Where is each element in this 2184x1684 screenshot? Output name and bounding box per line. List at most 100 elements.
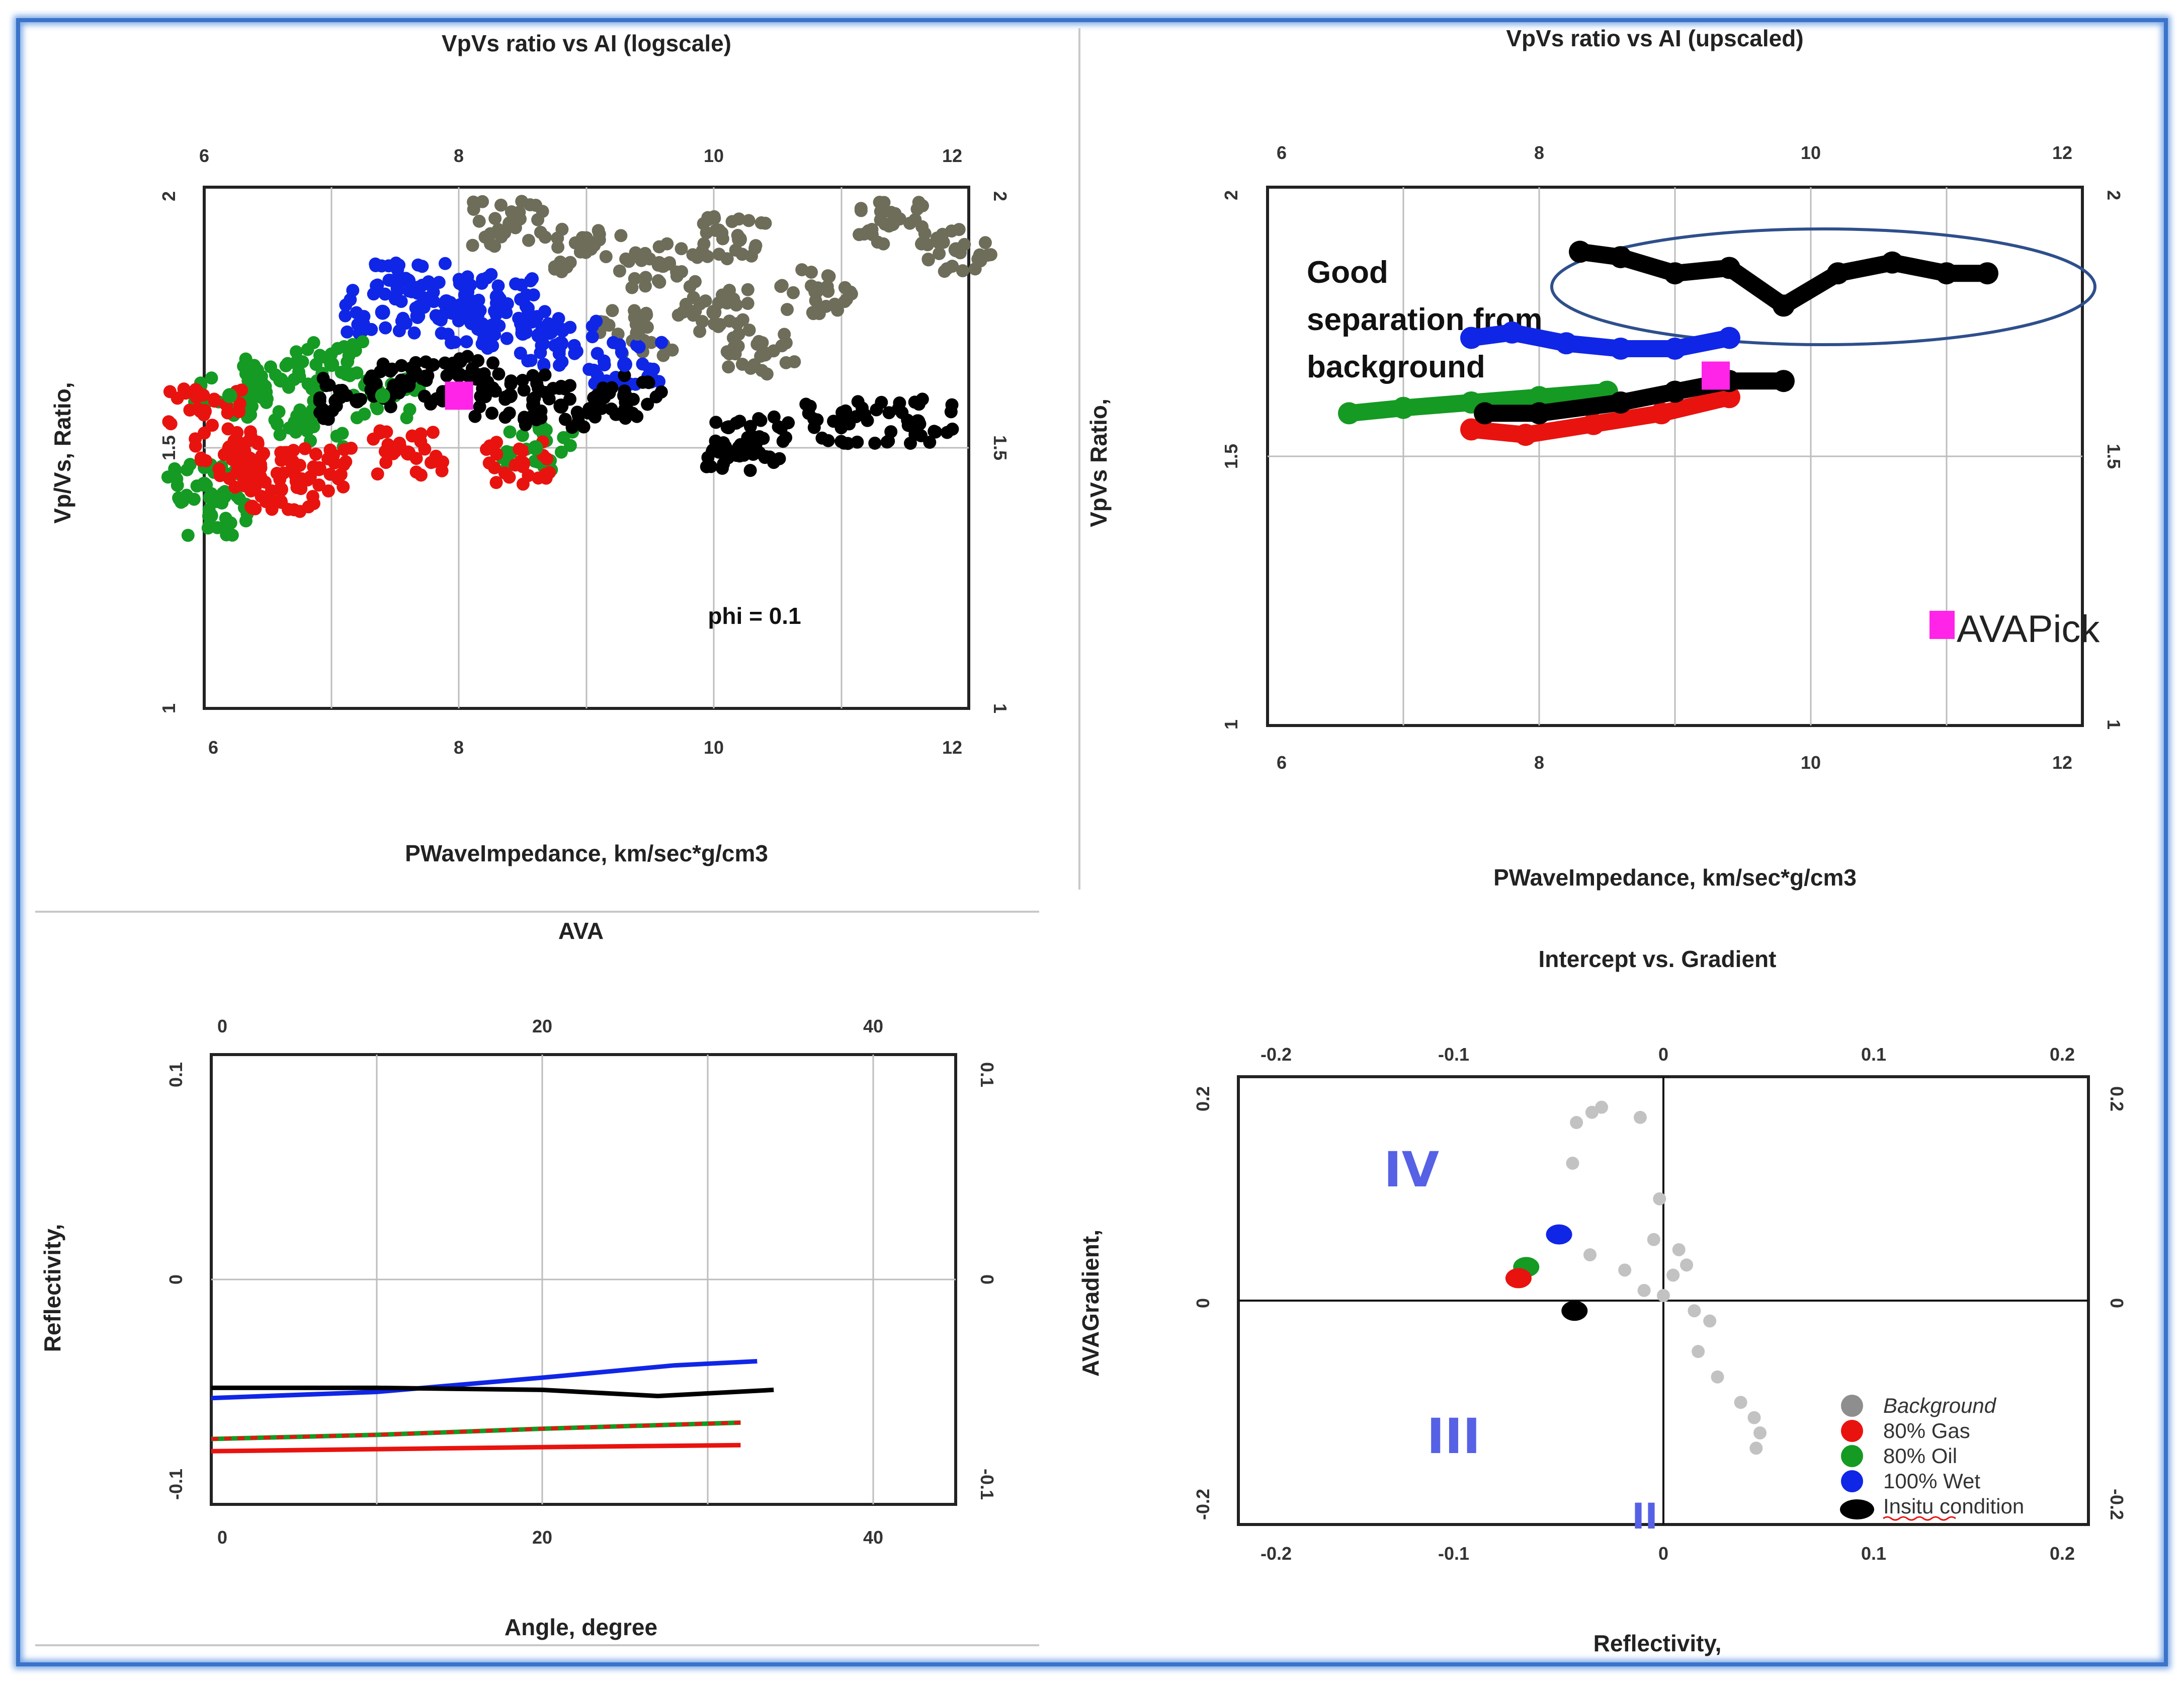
x-tick-bottom: 6	[208, 737, 218, 758]
cloud-point	[313, 391, 326, 405]
cloud-point	[492, 367, 506, 381]
cloud-point	[912, 196, 926, 209]
data-point	[1460, 418, 1482, 441]
cloud-point	[244, 430, 258, 443]
cloud-point	[169, 463, 182, 477]
data-point	[1392, 396, 1414, 419]
x-axis-title: Angle, degree	[505, 1614, 657, 1640]
cloud-point	[554, 445, 568, 459]
cloud-point	[535, 321, 549, 335]
cloud-point	[341, 355, 355, 368]
cloud-point	[518, 411, 531, 424]
data-point	[1546, 1224, 1572, 1245]
cloud-point	[264, 360, 277, 374]
y-tick-right: 1.5	[990, 435, 1011, 460]
y-tick-left: 1.5	[1221, 444, 1241, 469]
cloud-point	[660, 237, 674, 251]
data-point	[1664, 262, 1686, 285]
data-point	[1610, 338, 1632, 360]
cloud-point	[207, 392, 221, 406]
y-tick-left: -0.1	[165, 1469, 186, 1500]
data-point	[197, 476, 212, 492]
cloud-point	[298, 442, 312, 455]
cloud-point	[807, 307, 820, 320]
data-point	[732, 231, 747, 247]
gridlines	[211, 1055, 956, 1504]
x-tick-top: 6	[1277, 142, 1287, 163]
cloud-point	[454, 306, 468, 319]
cloud-point	[973, 248, 986, 262]
cloud-point	[530, 377, 544, 390]
cloud-point	[644, 336, 658, 349]
cloud-point	[696, 315, 709, 328]
cloud-point	[404, 361, 418, 375]
x-axis-title: PWaveImpedance, km/sec*g/cm3	[405, 840, 768, 866]
data-point	[324, 357, 340, 372]
data-point	[1936, 262, 1958, 285]
data-point	[375, 388, 390, 404]
chart-intercept-gradient: Intercept vs. Gradient -0.2 -0.1 0 0.1 0…	[1077, 946, 2127, 1656]
legend-label: 80% Gas	[1883, 1419, 1970, 1442]
cloud-point	[560, 260, 573, 274]
y-tick-right: 0	[977, 1274, 997, 1285]
chart-title: AVA	[558, 918, 604, 944]
y-tick-right: -0.1	[977, 1469, 997, 1500]
cloud-point	[339, 298, 353, 312]
data-point	[732, 440, 747, 455]
cloud-point	[290, 345, 303, 359]
cloud-point	[778, 328, 791, 341]
cloud-point	[839, 404, 853, 418]
cloud-point	[754, 216, 768, 229]
legend: Background 80% Gas 80% Oil 100% Wet Insi…	[1840, 1394, 2024, 1521]
ava-pick-point	[445, 381, 473, 410]
legend-swatch	[1841, 1420, 1863, 1442]
cloud-point	[641, 375, 654, 389]
legend-label: 80% Oil	[1883, 1444, 1957, 1468]
cloud-point	[346, 338, 360, 351]
cloud-point	[577, 231, 591, 245]
data-point	[1569, 240, 1591, 263]
data-point	[553, 336, 569, 351]
x-tick-bottom: 10	[1801, 752, 1821, 773]
cloud-point	[183, 404, 197, 417]
cloud-point	[472, 214, 486, 228]
data-point	[1703, 1314, 1717, 1328]
cloud-point	[351, 317, 365, 331]
cloud-point	[874, 205, 887, 218]
cloud-point	[205, 371, 218, 385]
x-tick-top: -0.2	[1261, 1044, 1292, 1065]
cloud-point	[331, 472, 345, 486]
cloud-point	[729, 244, 742, 257]
cloud-point	[915, 236, 929, 250]
cloud-point	[356, 335, 370, 349]
data-point	[1672, 1243, 1686, 1256]
cloud-point	[261, 392, 274, 406]
cloud-point	[478, 390, 492, 404]
cloud-point	[341, 325, 354, 339]
chart-title: VpVs ratio vs AI (upscaled)	[1506, 25, 1803, 51]
cloud-point	[500, 332, 514, 345]
data-point	[464, 315, 479, 331]
cloud-point	[477, 367, 491, 380]
cloud-point	[321, 452, 334, 465]
x-tick-bottom: -0.2	[1261, 1543, 1292, 1564]
cloud-point	[636, 357, 649, 371]
cloud-point	[189, 432, 202, 446]
cloud-point	[516, 374, 529, 387]
y-tick-left: -0.2	[1193, 1489, 1213, 1520]
cloud-point	[296, 355, 309, 368]
cloud-point	[868, 436, 882, 450]
data-point	[400, 377, 416, 393]
y-tick-right: 0.1	[977, 1062, 997, 1087]
data-point	[1338, 402, 1360, 425]
data-point	[451, 367, 467, 382]
legend-swatch	[1841, 1395, 1863, 1417]
cloud-point	[838, 295, 852, 308]
cloud-point	[184, 458, 197, 471]
cloud-point	[191, 385, 204, 398]
chart-ava: AVA 0 20 40 0 20 40 -0.1 0 0.1 -0.1 0 0.…	[39, 918, 997, 1640]
cloud-point	[828, 297, 842, 311]
cloud-point	[179, 386, 193, 400]
cloud-point	[628, 272, 641, 285]
